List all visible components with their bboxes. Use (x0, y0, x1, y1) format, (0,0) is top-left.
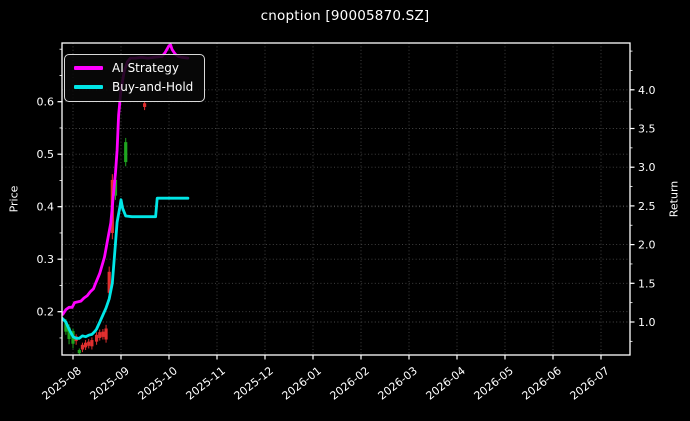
candle-body (77, 350, 81, 354)
return-tick-label: 3.0 (638, 161, 656, 174)
plot-border (61, 42, 631, 356)
x-tick-label: 2026-04 (424, 364, 468, 403)
return-axis-label: Return (667, 180, 681, 218)
ai-strategy-line-swatch (74, 66, 103, 70)
legend-label-ai-strategy: AI Strategy (112, 61, 179, 75)
candle-body (67, 327, 71, 339)
candle-body (64, 321, 68, 332)
candle-body (80, 344, 85, 350)
return-tick-label: 2.5 (638, 200, 656, 213)
chart-title: cnoption [90005870.SZ] (260, 8, 430, 24)
x-tick-label: 2025-11 (184, 364, 228, 403)
legend-item-buy-and-hold: Buy-and-Hold (74, 80, 193, 94)
gridlines (62, 43, 630, 355)
legend: AI Strategy Buy-and-Hold (64, 54, 206, 102)
x-tick-label: 2025-12 (232, 364, 276, 403)
candle-body (101, 331, 105, 337)
return-tick-label: 4.0 (638, 84, 656, 97)
axis-ticks (57, 48, 635, 360)
candlesticks (64, 101, 147, 355)
legend-label-buy-and-hold: Buy-and-Hold (112, 80, 194, 94)
candle-body (95, 334, 99, 342)
candle-body (87, 341, 91, 346)
price-tick-label: 0.5 (37, 148, 55, 161)
x-tick-label: 2026-05 (472, 364, 516, 403)
candle-body (107, 271, 111, 293)
candle-body (83, 342, 88, 348)
candle-body (113, 179, 118, 196)
price-tick-label: 0.3 (37, 253, 55, 266)
legend-item-ai-strategy: AI Strategy (74, 61, 193, 75)
ai-strategy-line (62, 43, 190, 316)
x-tick-label: 2026-01 (280, 364, 324, 403)
return-tick-label: 2.0 (638, 239, 656, 252)
x-tick-label: 2025-08 (40, 364, 84, 403)
return-tick-label: 3.5 (638, 123, 656, 136)
price-tick-label: 0.2 (37, 306, 55, 319)
x-tick-label: 2025-10 (136, 364, 180, 403)
buy-and-hold-line-swatch (74, 85, 103, 89)
buy-and-hold-line (62, 196, 190, 340)
x-tick-label: 2026-06 (520, 364, 564, 403)
candle-body (124, 142, 128, 163)
x-tick-label: 2026-03 (376, 364, 420, 403)
return-tick-label: 1.5 (638, 277, 656, 290)
candle-body (98, 332, 102, 338)
candle-body (104, 328, 108, 340)
return-tick-label: 1.0 (638, 316, 656, 329)
x-tick-label: 2025-09 (88, 364, 132, 403)
price-tick-label: 0.4 (37, 201, 55, 214)
candle-body (90, 340, 94, 347)
x-tick-label: 2026-07 (568, 364, 612, 403)
x-tick-label: 2026-02 (328, 364, 372, 403)
price-axis-label: Price (7, 185, 21, 213)
candle-body (143, 103, 147, 107)
price-tick-label: 0.6 (37, 96, 55, 109)
